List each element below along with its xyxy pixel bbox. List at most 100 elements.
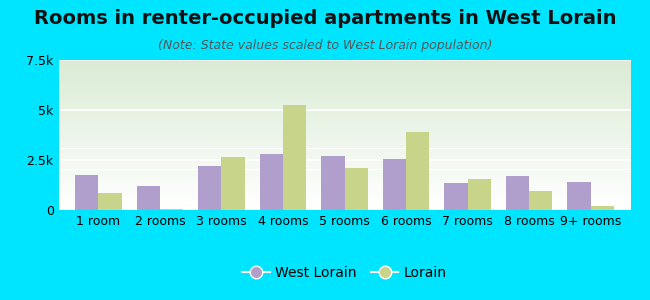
Bar xyxy=(58,191,630,192)
Bar xyxy=(58,100,630,101)
Bar xyxy=(222,157,245,210)
Bar xyxy=(58,167,630,168)
Bar xyxy=(58,202,630,203)
Bar xyxy=(58,184,630,185)
Bar xyxy=(58,131,630,132)
Text: (Note: State values scaled to West Lorain population): (Note: State values scaled to West Lorai… xyxy=(158,39,492,52)
Bar xyxy=(58,209,630,210)
Bar xyxy=(58,189,630,190)
Bar xyxy=(58,134,630,135)
Bar xyxy=(58,124,630,125)
Bar xyxy=(58,104,630,105)
Bar xyxy=(283,105,306,210)
Bar xyxy=(58,152,630,153)
Bar xyxy=(58,81,630,82)
Bar xyxy=(58,65,630,66)
Bar xyxy=(58,173,630,174)
Bar xyxy=(58,110,630,111)
Bar xyxy=(58,155,630,156)
Bar xyxy=(58,175,630,176)
Bar xyxy=(58,97,630,98)
Bar xyxy=(58,169,630,170)
Bar xyxy=(58,169,630,170)
Bar xyxy=(58,172,630,173)
Bar xyxy=(58,203,630,204)
Bar xyxy=(58,106,630,107)
Bar xyxy=(58,82,630,83)
Bar xyxy=(58,84,630,85)
Bar xyxy=(58,205,630,206)
Bar xyxy=(58,133,630,134)
Bar xyxy=(58,99,630,100)
Bar xyxy=(58,160,630,161)
Bar xyxy=(58,141,630,142)
Bar xyxy=(58,69,630,70)
Bar xyxy=(58,85,630,86)
Bar xyxy=(58,199,630,200)
Bar xyxy=(58,153,630,154)
Bar xyxy=(58,183,630,184)
Bar xyxy=(58,111,630,112)
Bar xyxy=(406,132,430,210)
Bar xyxy=(58,129,630,130)
Bar xyxy=(58,149,630,150)
Bar xyxy=(58,190,630,191)
Bar xyxy=(58,130,630,131)
Bar xyxy=(58,207,630,208)
Bar xyxy=(58,206,630,207)
Bar xyxy=(58,98,630,99)
Bar xyxy=(58,137,630,138)
Bar xyxy=(58,114,630,115)
Bar xyxy=(58,125,630,126)
Bar xyxy=(58,64,630,65)
Text: Rooms in renter-occupied apartments in West Lorain: Rooms in renter-occupied apartments in W… xyxy=(34,9,616,28)
Bar xyxy=(321,156,345,210)
Bar xyxy=(58,181,630,182)
Bar xyxy=(160,209,183,210)
Bar xyxy=(58,208,630,209)
Bar xyxy=(58,177,630,178)
Bar xyxy=(567,182,590,210)
Bar xyxy=(58,168,630,169)
Bar xyxy=(58,118,630,119)
Bar xyxy=(58,80,630,81)
Bar xyxy=(58,61,630,62)
Bar xyxy=(58,195,630,196)
Bar xyxy=(58,170,630,171)
Bar xyxy=(58,123,630,124)
Bar xyxy=(58,63,630,64)
Bar xyxy=(58,151,630,152)
Bar xyxy=(58,70,630,71)
Bar xyxy=(58,140,630,141)
Bar xyxy=(58,174,630,175)
Bar xyxy=(58,60,630,61)
Bar xyxy=(344,168,368,210)
Bar xyxy=(58,160,630,161)
Bar xyxy=(58,163,630,164)
Bar xyxy=(58,128,630,129)
Bar xyxy=(58,204,630,205)
Bar xyxy=(58,103,630,104)
Bar xyxy=(383,159,406,210)
Bar xyxy=(58,143,630,144)
Bar xyxy=(58,142,630,143)
Bar xyxy=(58,193,630,194)
Bar xyxy=(58,201,630,202)
Bar xyxy=(75,175,99,210)
Bar xyxy=(590,206,614,210)
Bar xyxy=(58,67,630,68)
Bar xyxy=(58,194,630,195)
Bar xyxy=(58,196,630,197)
Bar xyxy=(58,72,630,73)
Bar xyxy=(58,165,630,166)
Bar xyxy=(58,87,630,88)
Bar xyxy=(58,180,630,181)
Bar xyxy=(58,138,630,139)
Bar xyxy=(58,76,630,77)
Bar xyxy=(58,109,630,110)
Bar xyxy=(58,150,630,151)
Bar xyxy=(58,77,630,78)
Bar xyxy=(58,178,630,179)
Bar xyxy=(58,121,630,122)
Bar xyxy=(58,188,630,189)
